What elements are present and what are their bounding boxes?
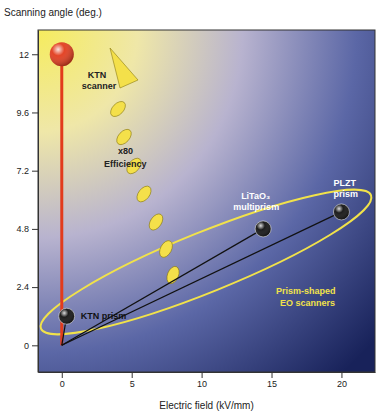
x-tick: 20 <box>337 372 347 389</box>
x-axis-title: Electric field (kV/mm) <box>159 400 253 411</box>
x-tick-label: 5 <box>130 379 135 389</box>
x-axis-line <box>39 372 376 373</box>
point-shading <box>333 204 349 220</box>
x-tick-mark <box>202 372 203 378</box>
y-tick: 0 <box>24 341 38 351</box>
plot: 0 5 10 15 20 0 2.4 4.8 7.2 9.6 12 KTNscanner KTN pri… <box>16 30 382 389</box>
point <box>50 42 74 66</box>
x-tick: 10 <box>197 372 207 389</box>
arrow-dot <box>165 265 182 286</box>
chart: 0 5 10 15 20 0 2.4 4.8 7.2 9.6 12 KTNscanner KTN pri… <box>0 0 383 417</box>
y-tick: 4.8 <box>16 224 38 234</box>
x-tick: 15 <box>267 372 277 389</box>
point-label: KTN <box>88 70 107 80</box>
point-label: KTN prism <box>81 311 127 321</box>
x-tick-label: 0 <box>60 379 65 389</box>
point-label: LiTaO₃ <box>241 191 270 201</box>
point <box>255 221 271 237</box>
y-tick-label: 7.2 <box>16 166 29 176</box>
point-label: scanner <box>82 81 117 91</box>
arrow-dot <box>134 184 154 205</box>
labels: KTNscanner KTN prism LiTaO₃multiprism PLZTp… <box>81 70 358 321</box>
y-tick-mark <box>32 229 38 230</box>
y-tick: 7.2 <box>16 166 38 176</box>
x-tick-label: 10 <box>197 379 207 389</box>
annotation: Prism-shaped <box>276 286 336 296</box>
annotation: x80 <box>118 146 133 156</box>
y-tick-mark <box>32 112 38 113</box>
point-label: PLZT <box>333 178 356 188</box>
y-tick-mark <box>32 171 38 172</box>
y-tick: 2.4 <box>16 282 38 292</box>
y-tick-mark <box>32 345 38 346</box>
annotation: EO scanners <box>280 298 335 308</box>
y-axis-line <box>38 31 39 373</box>
x-tick: 5 <box>130 372 135 389</box>
y-tick: 9.6 <box>16 108 38 118</box>
y-axis-title: Scanning angle (deg.) <box>4 7 102 18</box>
marks <box>50 42 350 345</box>
point-shading <box>50 42 74 66</box>
point-label: multiprism <box>233 202 279 212</box>
arrow-dot <box>108 99 128 120</box>
arrow-dot <box>146 211 165 232</box>
ray-line <box>62 212 342 345</box>
decoration <box>30 48 383 356</box>
ray-line <box>60 54 63 345</box>
point-label: prism <box>333 189 358 199</box>
x-tick-mark <box>62 372 63 378</box>
group-ellipse <box>30 168 383 357</box>
x-tick-mark <box>272 372 273 378</box>
y-tick-label: 2.4 <box>16 282 29 292</box>
x-tick-mark <box>132 372 133 378</box>
ray-line <box>62 229 263 345</box>
y-axis: 0 2.4 4.8 7.2 9.6 12 <box>16 31 38 373</box>
arrow-dot <box>157 238 175 259</box>
x-tick-label: 20 <box>337 379 347 389</box>
plot-frame <box>38 30 375 372</box>
y-tick-label: 0 <box>24 341 29 351</box>
y-tick-mark <box>32 287 38 288</box>
point-shading <box>59 308 75 324</box>
point-shading <box>255 221 271 237</box>
y-tick-label: 12 <box>19 50 29 60</box>
y-tick-mark <box>32 54 38 55</box>
x-tick-label: 15 <box>267 379 277 389</box>
arrow-dot <box>114 127 134 148</box>
x-tick-mark <box>341 372 342 378</box>
point <box>333 204 349 220</box>
y-tick-label: 4.8 <box>16 224 29 234</box>
x-tick: 0 <box>60 372 65 389</box>
x-axis: 0 5 10 15 20 <box>39 372 376 389</box>
y-tick: 12 <box>19 50 38 60</box>
point <box>59 308 75 324</box>
y-tick-label: 9.6 <box>16 108 29 118</box>
annotation: Efficiency <box>104 159 147 169</box>
